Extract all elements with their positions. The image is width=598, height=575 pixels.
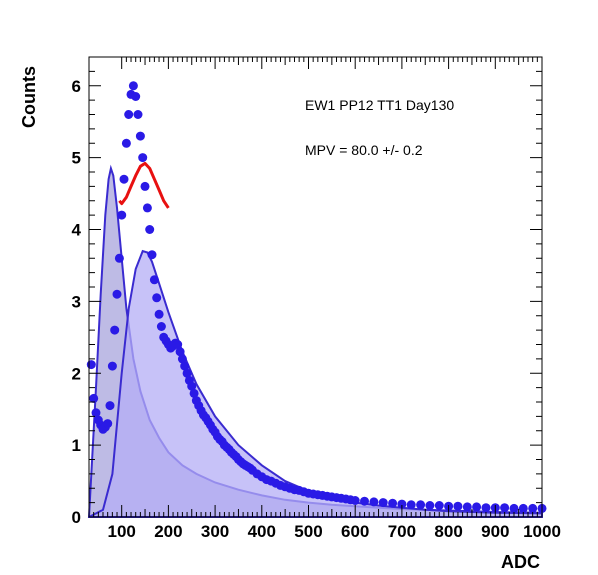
data-point — [425, 501, 435, 510]
data-point — [147, 250, 157, 260]
data-point — [91, 408, 101, 418]
data-points — [86, 81, 547, 513]
fit-line-group — [118, 161, 170, 209]
x-axis-title: ADC — [501, 552, 540, 572]
annotation-detector: EW1 PP12 TT1 Day130 — [305, 97, 454, 113]
data-point — [180, 361, 190, 371]
data-point — [156, 322, 166, 331]
data-point — [528, 503, 538, 513]
data-point — [360, 496, 369, 506]
data-point — [509, 503, 519, 513]
x-tick-label: 800 — [434, 522, 462, 541]
data-point — [138, 153, 148, 163]
data-point — [110, 325, 120, 335]
data-point — [453, 501, 463, 511]
data-point — [189, 388, 199, 398]
data-point — [369, 497, 379, 507]
data-point — [481, 503, 491, 513]
data-point — [350, 496, 360, 505]
data-point — [114, 253, 124, 263]
data-point — [388, 498, 398, 508]
data-point — [128, 81, 138, 91]
data-point — [416, 500, 426, 510]
data-point — [434, 501, 444, 510]
data-point — [124, 110, 134, 119]
data-point — [142, 203, 152, 213]
data-point — [105, 401, 115, 411]
data-point — [152, 293, 162, 303]
y-tick-label: 5 — [72, 149, 81, 168]
x-tick-label: 600 — [341, 522, 369, 541]
x-axis-ticks: 100 200 300 400 500 600 700 800 900 1000 — [93, 57, 561, 541]
data-point — [119, 174, 129, 184]
data-point — [149, 275, 159, 285]
data-point — [175, 347, 185, 357]
data-point — [500, 503, 510, 513]
data-point — [182, 368, 192, 378]
y-tick-label: 4 — [72, 221, 82, 240]
data-point — [177, 354, 187, 364]
data-point — [121, 138, 131, 148]
x-tick-label: 100 — [108, 522, 136, 541]
x-tick-label: 500 — [294, 522, 322, 541]
y-tick-label: 1 — [72, 436, 81, 455]
data-point — [107, 361, 117, 371]
annotation-mpv: MPV = 80.0 +/- 0.2 — [305, 142, 423, 158]
y-tick-label: 0 — [72, 508, 81, 527]
x-tick-label: 200 — [154, 522, 182, 541]
data-point — [140, 181, 150, 191]
data-point — [86, 360, 96, 370]
data-point — [472, 502, 482, 512]
data-point — [117, 210, 127, 220]
data-point — [406, 500, 416, 510]
x-tick-label: 300 — [201, 522, 229, 541]
data-point — [397, 499, 407, 509]
x-tick-label: 1000 — [523, 522, 561, 541]
data-point — [131, 92, 141, 101]
data-point — [518, 503, 528, 513]
x-tick-label: 400 — [248, 522, 276, 541]
y-axis-ticks: 0 1 2 3 4 5 6 — [72, 56, 542, 527]
fit-line — [118, 161, 170, 209]
data-point — [133, 110, 143, 119]
data-point — [135, 131, 145, 141]
data-point — [154, 309, 164, 319]
data-point — [89, 393, 99, 403]
data-point — [187, 381, 197, 391]
data-point — [145, 225, 155, 234]
data-point — [173, 340, 183, 349]
y-tick-label: 3 — [72, 292, 81, 311]
x-tick-label: 700 — [388, 522, 416, 541]
y-tick-label: 6 — [72, 77, 81, 96]
filled-curve-1 — [88, 249, 543, 518]
data-point — [378, 498, 388, 508]
data-point — [462, 502, 472, 512]
y-tick-label: 2 — [72, 364, 81, 383]
x-tick-label: 900 — [481, 522, 509, 541]
data-point — [103, 419, 113, 429]
data-point — [112, 289, 122, 299]
filled-curves — [87, 164, 543, 518]
y-axis-title: Counts — [19, 66, 39, 128]
